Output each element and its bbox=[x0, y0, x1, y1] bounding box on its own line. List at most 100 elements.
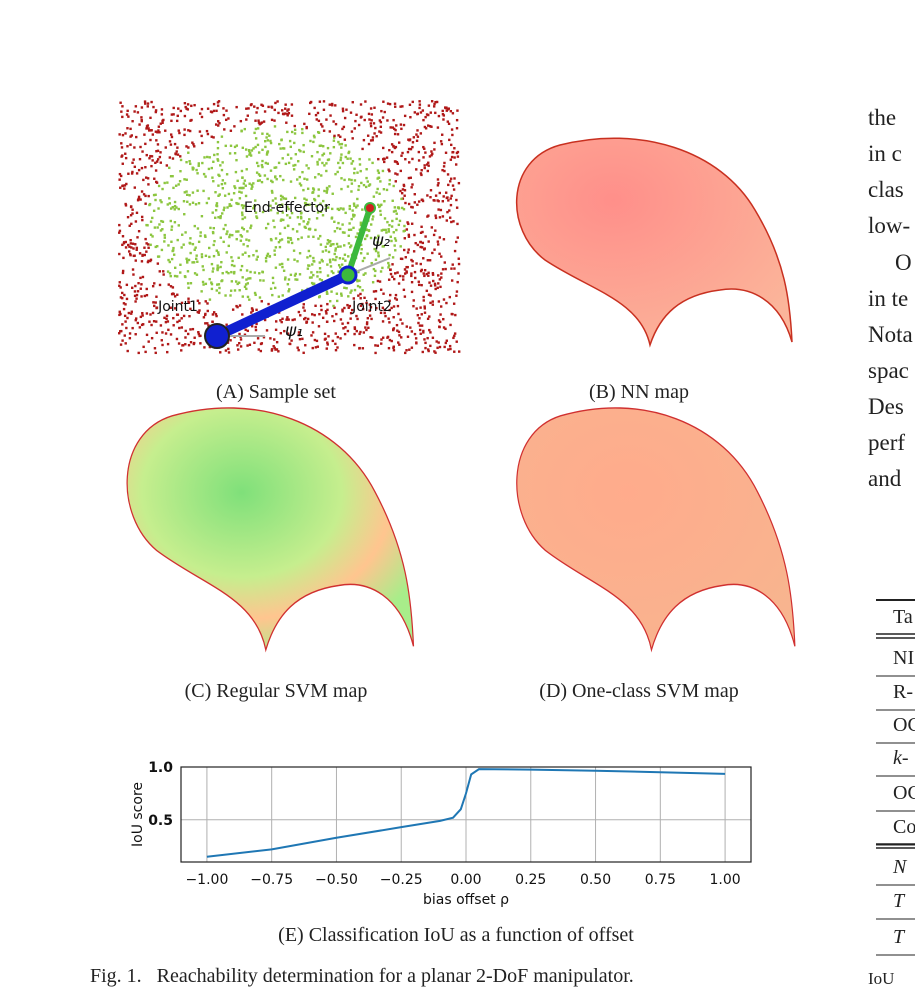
sample-point bbox=[395, 212, 398, 215]
sample-point bbox=[293, 318, 296, 321]
sample-point bbox=[123, 314, 127, 318]
sample-point bbox=[158, 223, 161, 226]
sample-point bbox=[147, 340, 150, 343]
sample-point bbox=[179, 169, 182, 173]
sample-point bbox=[301, 127, 304, 131]
sample-point bbox=[307, 249, 311, 253]
sample-point bbox=[173, 295, 177, 298]
sample-point bbox=[320, 308, 323, 312]
sample-point bbox=[392, 346, 395, 349]
sample-point bbox=[375, 306, 378, 310]
sample-point bbox=[176, 293, 179, 296]
sample-point bbox=[173, 274, 177, 278]
sample-point bbox=[223, 128, 226, 131]
sample-point bbox=[359, 304, 363, 307]
sample-point bbox=[383, 110, 386, 114]
sample-point bbox=[407, 138, 410, 141]
sample-point bbox=[197, 332, 201, 336]
sample-point bbox=[291, 227, 295, 231]
sample-point bbox=[409, 116, 412, 119]
sample-point bbox=[392, 349, 396, 352]
sample-point bbox=[240, 191, 243, 194]
sample-point bbox=[393, 132, 397, 136]
sample-point bbox=[222, 113, 226, 117]
sample-point bbox=[286, 153, 290, 156]
sample-point bbox=[281, 265, 284, 269]
sample-point bbox=[132, 273, 135, 276]
sample-point bbox=[223, 194, 227, 197]
sample-point bbox=[192, 143, 195, 146]
sample-point bbox=[222, 107, 225, 110]
sample-point bbox=[302, 150, 305, 154]
sample-point bbox=[396, 133, 400, 136]
sample-point bbox=[287, 318, 290, 321]
sample-point bbox=[235, 201, 238, 205]
sample-point bbox=[431, 336, 435, 339]
sample-point bbox=[444, 191, 448, 194]
sample-point bbox=[185, 193, 189, 196]
sample-point bbox=[169, 274, 172, 278]
sample-point bbox=[164, 320, 168, 324]
sample-point bbox=[422, 118, 425, 122]
text-line: low- bbox=[868, 213, 910, 238]
sample-point bbox=[331, 192, 334, 195]
sample-point bbox=[216, 267, 219, 270]
sample-point bbox=[388, 102, 392, 106]
sample-point bbox=[287, 112, 291, 115]
sample-point bbox=[140, 166, 144, 170]
sample-point bbox=[411, 264, 414, 267]
sample-point bbox=[255, 249, 258, 253]
sample-point bbox=[347, 234, 350, 237]
sample-point bbox=[336, 207, 339, 211]
sample-point bbox=[325, 190, 329, 193]
sample-point bbox=[339, 156, 343, 159]
sample-point bbox=[282, 269, 286, 272]
sample-point bbox=[130, 312, 133, 315]
sample-point bbox=[278, 142, 281, 146]
sample-point bbox=[279, 239, 282, 242]
sample-point bbox=[347, 151, 350, 155]
sample-point bbox=[449, 158, 453, 161]
sample-point bbox=[233, 125, 236, 128]
sample-point bbox=[379, 120, 383, 124]
sample-point bbox=[361, 259, 365, 263]
sample-point bbox=[431, 273, 435, 276]
sample-point bbox=[281, 195, 284, 199]
sample-point bbox=[340, 294, 343, 297]
sample-point bbox=[383, 311, 386, 315]
sample-point bbox=[147, 194, 150, 198]
sample-point bbox=[436, 199, 439, 202]
sample-point bbox=[191, 201, 195, 204]
sample-point bbox=[253, 291, 257, 295]
sample-point bbox=[153, 347, 157, 350]
sample-point bbox=[391, 126, 394, 129]
sample-point bbox=[443, 261, 446, 264]
sample-point bbox=[433, 148, 436, 151]
table-cell: k- bbox=[893, 747, 909, 769]
sample-point bbox=[160, 219, 163, 223]
sample-point bbox=[161, 331, 164, 334]
sample-point bbox=[274, 266, 278, 269]
sample-point bbox=[427, 214, 430, 217]
sample-point bbox=[371, 281, 375, 284]
sample-point bbox=[155, 331, 158, 334]
sample-point bbox=[423, 305, 426, 308]
sample-point bbox=[245, 278, 248, 281]
sample-point bbox=[415, 262, 418, 265]
sample-point bbox=[246, 295, 250, 299]
sample-point bbox=[267, 105, 270, 109]
sample-point bbox=[455, 198, 458, 202]
sample-point bbox=[406, 335, 410, 338]
sample-point bbox=[402, 184, 406, 188]
sample-point bbox=[291, 318, 294, 322]
sample-point bbox=[120, 146, 124, 149]
sample-point bbox=[145, 127, 148, 130]
sample-point bbox=[417, 283, 421, 287]
sample-point bbox=[302, 220, 305, 223]
sample-point bbox=[394, 272, 397, 275]
sample-point bbox=[143, 100, 147, 103]
sample-point bbox=[375, 135, 378, 138]
sample-point bbox=[453, 267, 456, 270]
sample-point bbox=[350, 130, 354, 133]
sample-point bbox=[260, 163, 264, 167]
